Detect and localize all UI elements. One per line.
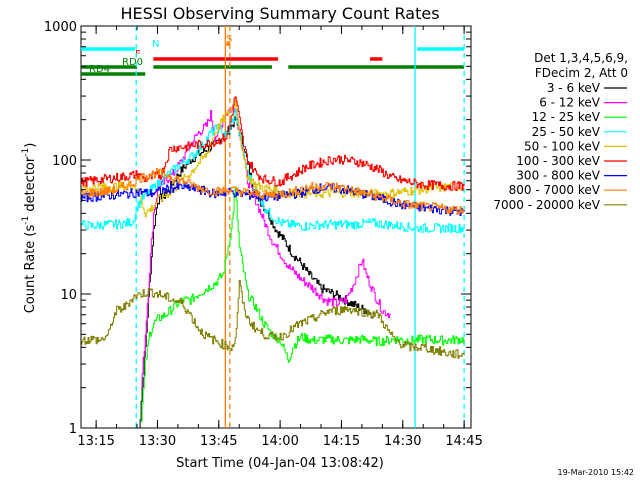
- legend-entry: 25 - 50 keV: [532, 125, 601, 139]
- timestamp: 19-Mar-2010 15:42: [558, 468, 635, 477]
- x-tick-label: 14:15: [323, 434, 360, 449]
- legend-header-1: Det 1,3,4,5,6,9,: [534, 51, 628, 65]
- legend-entry: 300 - 800 keV: [516, 169, 600, 183]
- legend-entry: 50 - 100 keV: [524, 139, 601, 153]
- y-axis-label-sup1: -1: [21, 216, 31, 225]
- y-tick-label: 1000: [44, 20, 77, 35]
- legend-entry: 100 - 300 keV: [516, 154, 600, 168]
- y-axis-label-sup2: -1: [21, 148, 31, 157]
- status-label-rd4: RD4: [89, 64, 110, 75]
- x-axis: 13:15 13:30 13:45 14:00 14:15 14:30 14:45: [77, 26, 483, 449]
- legend-entry: 800 - 7000 keV: [509, 183, 601, 197]
- x-tick-label: 13:45: [200, 434, 237, 449]
- series-line-8: [81, 280, 465, 359]
- series-lines: [81, 96, 465, 428]
- legend-entry: 7000 - 20000 keV: [493, 198, 600, 212]
- legend: Det 1,3,4,5,6,9, FDecim 2, Att 0 3 - 6 k…: [493, 51, 628, 212]
- status-bars: NFRD0RD4S: [81, 34, 465, 76]
- x-tick-label: 13:15: [77, 434, 114, 449]
- y-axis-label: Count Rate (s-1 detector-1): [21, 143, 38, 314]
- plot-border: [80, 25, 472, 429]
- y-tick-label: 10: [60, 288, 77, 303]
- y-tick-label: 1: [69, 422, 77, 437]
- x-tick-label: 13:30: [139, 434, 176, 449]
- legend-header-2: FDecim 2, Att 0: [535, 66, 628, 80]
- series-line-7: [81, 168, 465, 215]
- x-axis-label: Start Time (04-Jan-04 13:08:42): [176, 456, 384, 471]
- legend-entry: 3 - 6 keV: [547, 81, 601, 95]
- series-line-3: [81, 108, 465, 234]
- series-line-5: [81, 96, 465, 191]
- y-axis-label-end: ): [23, 143, 38, 148]
- plot-frame: [80, 25, 472, 429]
- x-tick-label: 14:30: [384, 434, 421, 449]
- y-axis-label-main: Count Rate (s: [23, 225, 38, 314]
- y-axis: 1 10 100 1000: [44, 20, 471, 437]
- x-tick-label: 14:45: [445, 434, 482, 449]
- legend-entry: 12 - 25 keV: [532, 110, 601, 124]
- y-tick-label: 100: [52, 154, 77, 169]
- legend-entry: 6 - 12 keV: [539, 96, 601, 110]
- chart-title: HESSI Observing Summary Count Rates: [120, 4, 439, 23]
- x-tick-label: 14:00: [261, 434, 298, 449]
- status-label-f: F: [135, 49, 141, 60]
- status-label-n: N: [152, 39, 159, 50]
- status-label-rd0: RD0: [122, 57, 143, 68]
- series-line-4: [81, 98, 465, 218]
- y-axis-label-mid: detector: [23, 156, 38, 216]
